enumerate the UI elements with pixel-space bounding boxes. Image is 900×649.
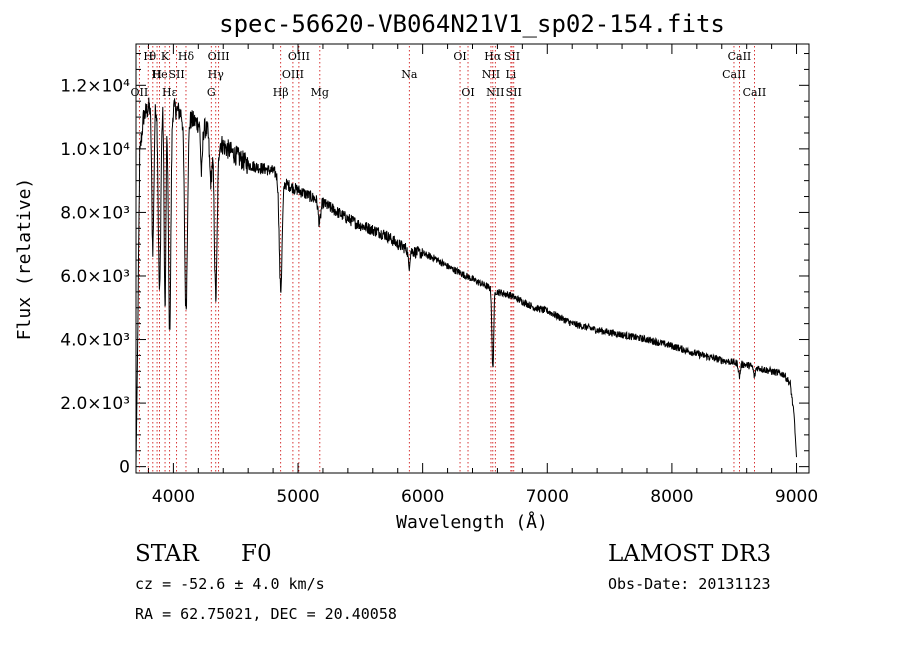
y-tick-label: 1.2×10⁴	[60, 76, 130, 96]
observation-date: Obs-Date: 20131123	[608, 575, 771, 593]
reference-line-label: G	[207, 86, 216, 99]
x-tick-label: 4000	[152, 487, 195, 507]
x-axis-label: Wavelength (Å)	[396, 511, 548, 533]
reference-line-label: NII	[486, 86, 504, 99]
object-class: STAR	[135, 541, 199, 567]
spectrum-flux-line	[135, 97, 797, 467]
reference-line-label: OIII	[282, 68, 304, 81]
x-tick-label: 6000	[401, 487, 444, 507]
y-tick-label: 4.0×10³	[60, 331, 130, 351]
y-tick-label: 8.0×10³	[60, 203, 130, 223]
reference-line-label: Mg	[311, 86, 329, 99]
plot-frame	[135, 43, 810, 474]
object-subclass: F0	[241, 541, 272, 567]
reference-line-label: Hβ	[273, 86, 289, 99]
reference-line-label: He	[152, 68, 168, 81]
reference-line-label: SII	[506, 86, 522, 99]
reference-line-label: Hγ	[208, 68, 225, 81]
reference-line-label: SII	[169, 68, 185, 81]
reference-line-label: OII	[131, 86, 149, 99]
x-tick-label: 9000	[775, 487, 818, 507]
reference-line-label: OI	[461, 86, 474, 99]
survey-name: LAMOST DR3	[608, 541, 771, 567]
chart-title: spec-56620-VB064N21V1_sp02-154.fits	[219, 10, 725, 38]
reference-line-label: Hε	[162, 86, 178, 99]
x-tick-label: 8000	[650, 487, 693, 507]
x-tick-label: 7000	[526, 487, 569, 507]
reference-line-label: Li	[505, 68, 516, 81]
reference-line-label: Hα	[484, 50, 502, 63]
reference-line-label: Hδ	[178, 50, 195, 63]
x-tick-label: 5000	[276, 487, 319, 507]
y-axis-label: Flux (relative)	[14, 178, 35, 341]
reference-line-label: H	[152, 68, 162, 81]
reference-line-label: H	[143, 50, 153, 63]
reference-line-label: SII	[504, 50, 520, 63]
y-tick-label: 1.0×10⁴	[60, 140, 130, 160]
reference-line-label: CaII	[728, 50, 752, 63]
reference-line-label: Na	[401, 68, 418, 81]
y-tick-label: 6.0×10³	[60, 267, 130, 287]
y-tick-label: 0	[119, 458, 130, 478]
coordinates: RA = 62.75021, DEC = 20.40058	[135, 605, 397, 623]
plot-area: 4000 5000 6000 7000 8000 9000 0 2.0×10³ 4.0×10³ 6…	[60, 43, 818, 507]
reference-line-label: OIII	[208, 50, 230, 63]
reference-line-label: θ	[150, 50, 157, 63]
redshift-velocity: cz = -52.6 ± 4.0 km/s	[135, 575, 325, 593]
y-tick-label: 2.0×10³	[60, 394, 130, 414]
reference-line-label: OI	[453, 50, 466, 63]
reference-line-label: CaII	[743, 86, 767, 99]
reference-line-label: CaII	[722, 68, 746, 81]
reference-line-label: OIII	[288, 50, 310, 63]
reference-line-label: K	[161, 50, 170, 63]
reference-line-label: NII	[482, 68, 500, 81]
